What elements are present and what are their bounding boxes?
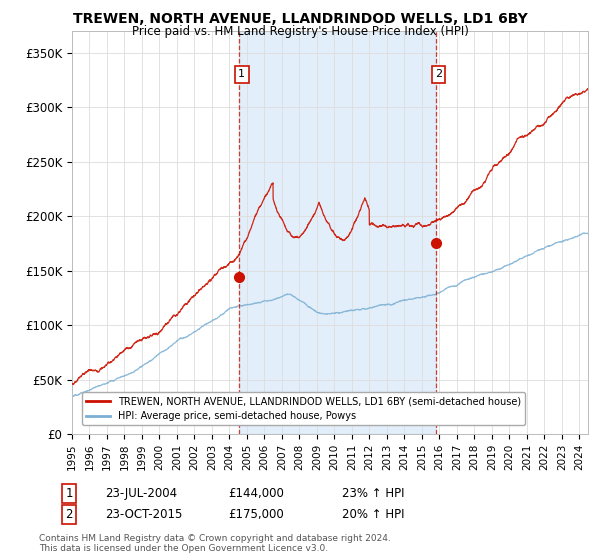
Text: 23-JUL-2004: 23-JUL-2004 xyxy=(105,487,177,501)
Text: Price paid vs. HM Land Registry's House Price Index (HPI): Price paid vs. HM Land Registry's House … xyxy=(131,25,469,38)
Bar xyxy=(239,31,436,434)
Legend: TREWEN, NORTH AVENUE, LLANDRINDOD WELLS, LD1 6BY (semi-detached house), HPI: Ave: TREWEN, NORTH AVENUE, LLANDRINDOD WELLS,… xyxy=(82,393,525,425)
Text: 2: 2 xyxy=(435,69,442,80)
Text: £175,000: £175,000 xyxy=(228,507,284,521)
Text: 1: 1 xyxy=(65,487,73,501)
Text: TREWEN, NORTH AVENUE, LLANDRINDOD WELLS, LD1 6BY: TREWEN, NORTH AVENUE, LLANDRINDOD WELLS,… xyxy=(73,12,527,26)
Text: 20% ↑ HPI: 20% ↑ HPI xyxy=(342,507,404,521)
Text: 2: 2 xyxy=(65,507,73,521)
Text: 23% ↑ HPI: 23% ↑ HPI xyxy=(342,487,404,501)
Text: 1: 1 xyxy=(238,69,245,80)
Text: £144,000: £144,000 xyxy=(228,487,284,501)
Text: 23-OCT-2015: 23-OCT-2015 xyxy=(105,507,182,521)
Text: Contains HM Land Registry data © Crown copyright and database right 2024.
This d: Contains HM Land Registry data © Crown c… xyxy=(39,534,391,553)
